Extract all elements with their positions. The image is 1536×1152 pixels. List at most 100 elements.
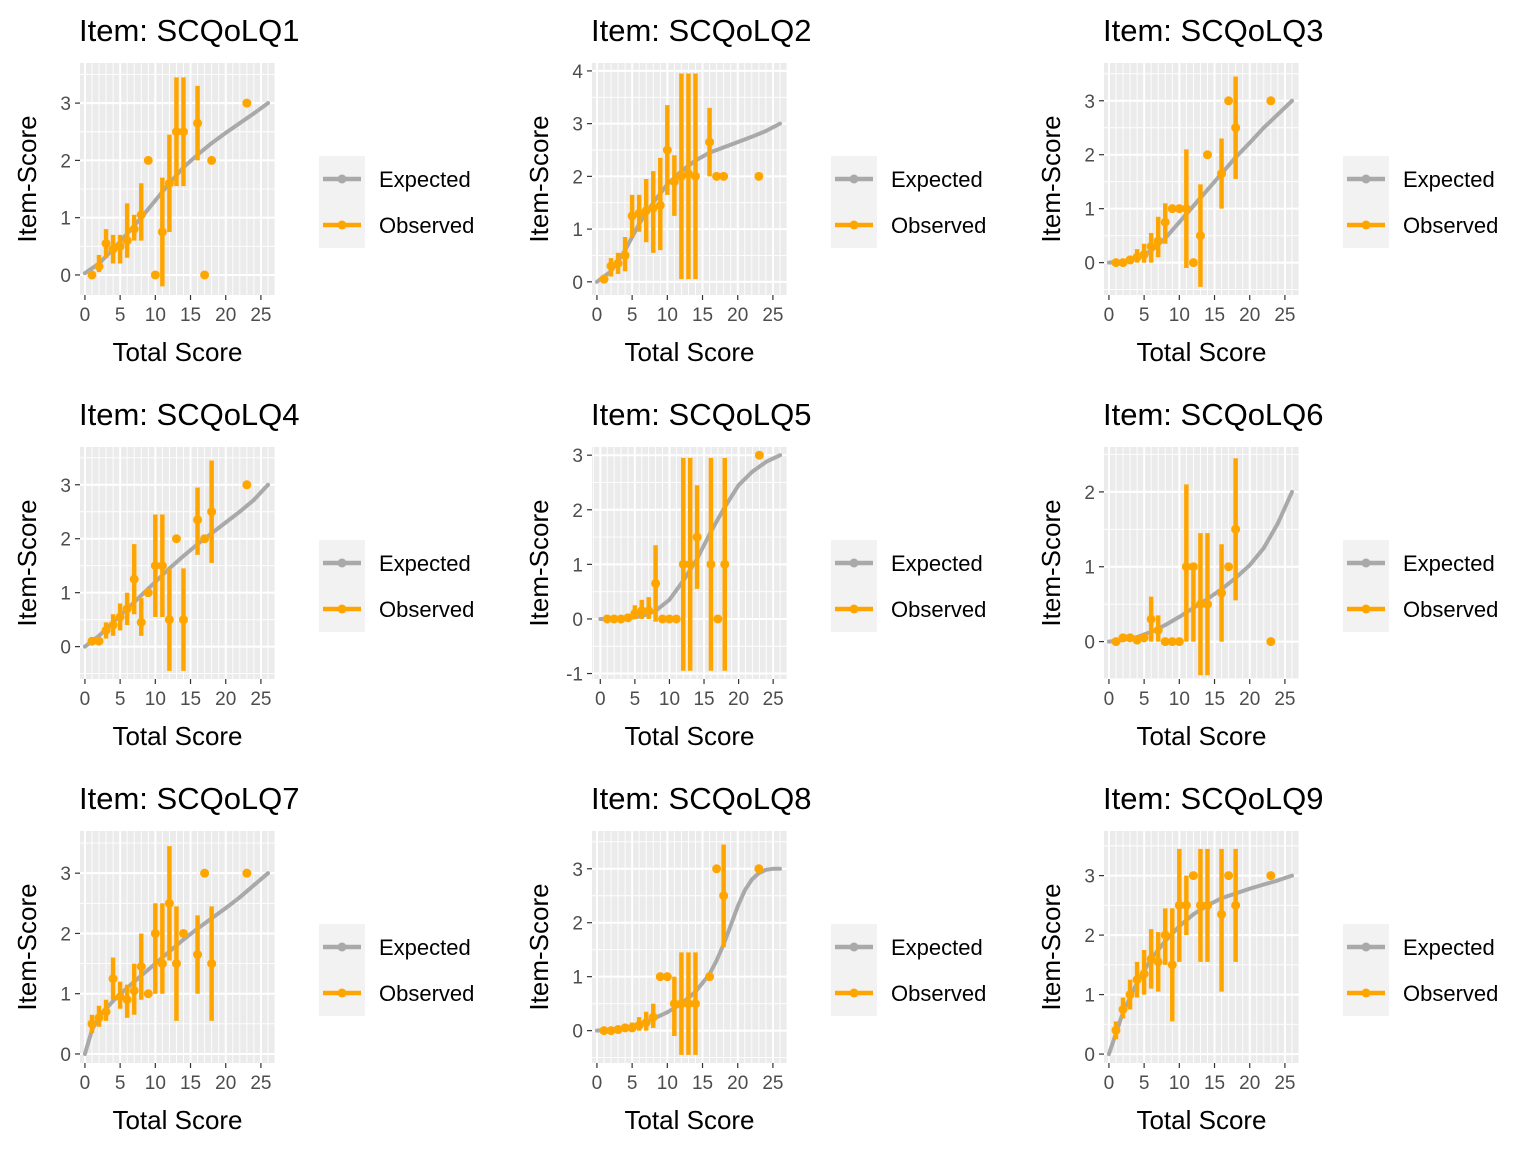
x-tick-label: 20 [727,1073,748,1094]
legend-label-expected: Expected [379,935,471,960]
observed-point [129,574,139,584]
observed-point [150,561,160,571]
observed-point [193,118,203,128]
observed-point [651,578,661,588]
observed-point [1266,96,1276,106]
y-tick-label: 1 [60,584,71,605]
observed-point [1181,204,1191,214]
legend-expected-point [1361,174,1371,184]
observed-point [613,258,623,268]
legend-expected-point [337,558,347,568]
x-tick-label: 25 [250,1073,271,1094]
observed-point [207,959,217,969]
x-tick-label: 25 [1274,1073,1295,1094]
x-tick-label: 25 [762,1073,783,1094]
x-axis-title: Total Score [1136,1105,1266,1135]
observed-point [664,614,674,624]
observed-point [108,974,118,984]
observed-point [648,1012,658,1022]
observed-point [623,613,633,623]
x-tick-label: 10 [1169,689,1190,710]
y-tick-label: 0 [60,638,71,659]
observed-point [1118,633,1128,643]
observed-point [242,98,252,108]
observed-point [108,620,118,630]
observed-point [1125,255,1135,265]
observed-point [678,559,688,569]
observed-point [200,534,210,544]
y-tick-label: 0 [60,266,71,287]
y-tick-label: 2 [572,167,583,188]
y-tick-label: 3 [60,864,71,885]
y-axis-title: Item-Score [1036,499,1066,626]
x-tick-label: 5 [115,305,126,326]
observed-point [1153,236,1163,246]
observed-point [157,959,167,969]
observed-point [634,1020,644,1030]
x-tick-label: 10 [659,689,680,710]
legend-label-observed: Observed [891,981,986,1006]
observed-point [171,534,181,544]
observed-point [87,270,97,280]
y-tick-label: 0 [572,273,583,294]
observed-point [690,999,700,1009]
x-tick-label: 20 [1239,689,1260,710]
observed-point [178,127,188,137]
y-tick-label: 2 [60,530,71,551]
x-tick-label: 15 [693,689,714,710]
observed-point [1231,524,1241,534]
y-tick-label: 4 [572,62,583,83]
x-axis-title: Total Score [624,337,754,367]
chart-title: Item: SCQoLQ1 [79,13,300,48]
observed-point [620,250,630,260]
observed-point [1217,909,1227,919]
y-tick-label: 3 [572,115,583,136]
observed-point [669,177,679,187]
observed-point [164,898,174,908]
observed-point [1224,871,1234,881]
observed-point [692,532,702,542]
observed-point [627,1023,637,1033]
observed-point [150,928,160,938]
x-tick-label: 10 [145,305,166,326]
observed-point [599,1026,609,1036]
observed-point [719,891,729,901]
y-axis-title: Item-Score [12,499,42,626]
x-axis-title: Total Score [112,721,242,751]
legend-label-expected: Expected [379,167,471,192]
y-tick-label: 2 [60,924,71,945]
y-tick-label: 3 [572,860,583,881]
legend-label-observed: Observed [379,981,474,1006]
legend: Expected Observed [319,156,474,248]
observed-point [655,972,665,982]
legend: Expected Observed [1343,924,1498,1016]
observed-point [602,614,612,624]
observed-point [713,614,723,624]
observed-point [705,137,715,147]
legend-label-observed: Observed [891,213,986,238]
observed-point [1146,614,1156,624]
observed-point [108,244,118,254]
legend-label-observed: Observed [1403,981,1498,1006]
observed-point [641,206,651,216]
observed-point [706,559,716,569]
observed-point [676,171,686,181]
observed-point [620,1023,630,1033]
legend-label-observed: Observed [1403,597,1498,622]
legend-label-expected: Expected [891,935,983,960]
observed-point [200,868,210,878]
observed-point [669,999,679,1009]
chart-title: Item: SCQoLQ2 [591,13,812,48]
legend-observed-point [849,220,859,230]
observed-point [171,959,181,969]
x-tick-label: 0 [595,689,606,710]
y-tick-label: 2 [1084,146,1095,167]
x-tick-label: 20 [1239,305,1260,326]
x-tick-label: 15 [1204,689,1225,710]
y-tick-label: 3 [572,446,583,467]
observed-point [207,507,217,517]
observed-point [712,171,722,181]
observed-point [616,614,626,624]
legend: Expected Observed [1343,156,1498,248]
observed-point [129,986,139,996]
